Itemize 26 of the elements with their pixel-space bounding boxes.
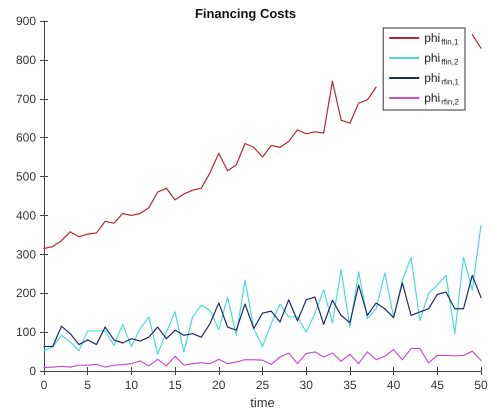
x-tick-label: 35 bbox=[343, 378, 357, 392]
line-series bbox=[43, 348, 482, 368]
x-tick-label: 0 bbox=[40, 378, 48, 392]
x-tick-label: 30 bbox=[300, 378, 314, 392]
y-tick-label: 100 bbox=[16, 325, 36, 340]
y-tick-label: 700 bbox=[16, 92, 36, 106]
x-tick-label: 15 bbox=[168, 378, 182, 392]
x-tick-label: 20 bbox=[212, 378, 226, 392]
y-tick-label: 500 bbox=[16, 170, 36, 184]
y-tick-label: 200 bbox=[16, 286, 36, 300]
x-axis-title: time bbox=[250, 394, 275, 410]
x-tick-label: 5 bbox=[84, 378, 92, 392]
line-series bbox=[43, 224, 482, 355]
y-tick-label: 900 bbox=[16, 14, 36, 28]
x-tick-label: 50 bbox=[474, 378, 488, 392]
x-tick-label: 45 bbox=[430, 378, 444, 392]
x-tick-label: 40 bbox=[386, 378, 401, 392]
x-tick-label: 25 bbox=[256, 378, 270, 392]
y-tick-label: 0 bbox=[29, 364, 36, 378]
y-tick-label: 600 bbox=[16, 130, 36, 145]
chart-title: Financing Costs bbox=[194, 6, 296, 21]
y-tick-label: 800 bbox=[16, 52, 36, 67]
x-tick-label: 10 bbox=[124, 378, 138, 392]
line-series bbox=[43, 274, 482, 348]
y-tick-label: 300 bbox=[16, 247, 36, 262]
y-tick-label: 400 bbox=[16, 208, 36, 222]
